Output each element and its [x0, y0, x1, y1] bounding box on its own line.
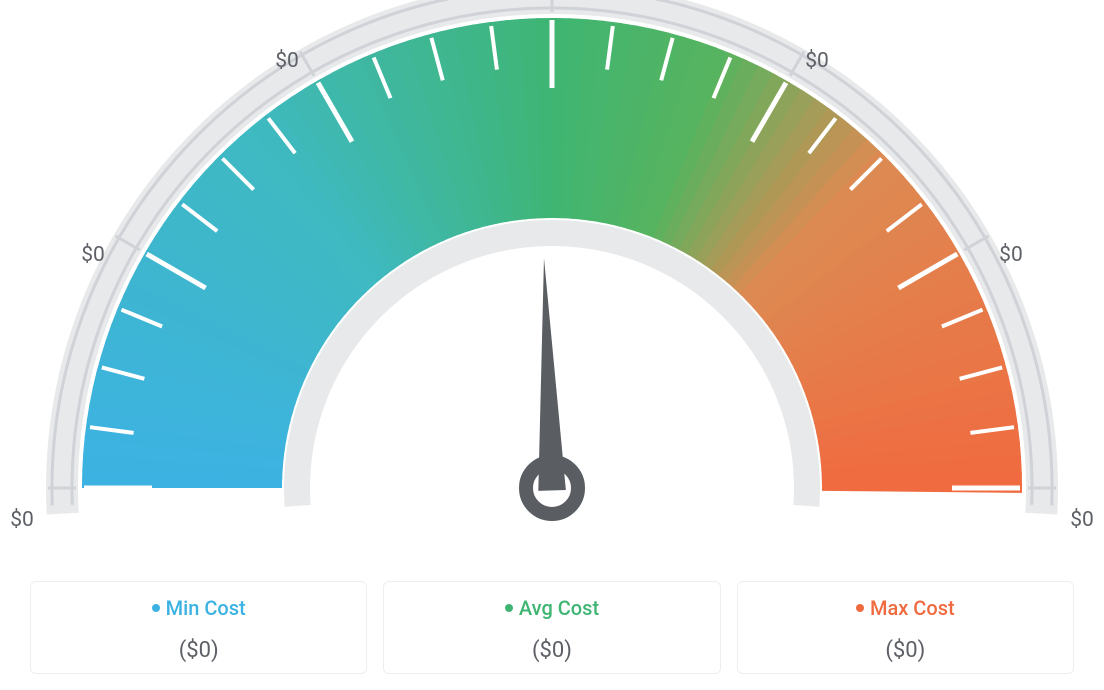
- card-avg-cost: Avg Cost ($0): [383, 581, 720, 674]
- legend-cards: Min Cost ($0) Avg Cost ($0) Max Cost ($0…: [30, 581, 1074, 674]
- dot-icon: [505, 604, 513, 612]
- card-avg-value: ($0): [384, 638, 719, 663]
- card-min-header: Min Cost: [152, 596, 246, 620]
- gauge-tick-label: $0: [10, 508, 34, 532]
- card-max-label: Max Cost: [870, 596, 955, 620]
- dot-icon: [152, 604, 160, 612]
- card-avg-label: Avg Cost: [519, 596, 599, 620]
- card-max-header: Max Cost: [856, 596, 955, 620]
- gauge-tick-label: $0: [540, 0, 564, 2]
- gauge-tick-label: $0: [1070, 508, 1094, 532]
- card-min-cost: Min Cost ($0): [30, 581, 367, 674]
- card-avg-header: Avg Cost: [505, 596, 599, 620]
- card-min-value: ($0): [31, 638, 366, 663]
- gauge-tick-label: $0: [81, 243, 105, 267]
- gauge-tick-label: $0: [999, 243, 1023, 267]
- card-min-label: Min Cost: [166, 596, 246, 620]
- gauge-chart-container: $0 $0 $0 $0 $0 $0 $0 Min Cost ($0) Avg Cost ($…: [0, 0, 1104, 690]
- gauge-svg: [0, 0, 1104, 568]
- gauge-tick-label: $0: [805, 49, 829, 73]
- gauge-area: $0 $0 $0 $0 $0 $0 $0: [0, 0, 1104, 560]
- card-max-value: ($0): [738, 638, 1073, 663]
- card-max-cost: Max Cost ($0): [737, 581, 1074, 674]
- dot-icon: [856, 604, 864, 612]
- gauge-tick-label: $0: [275, 49, 299, 73]
